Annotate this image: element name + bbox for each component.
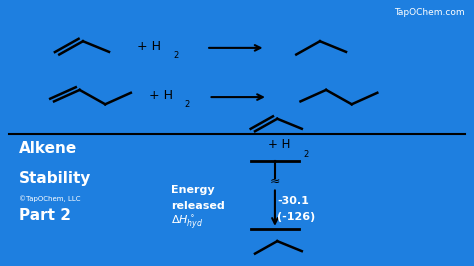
Text: + H: + H	[149, 89, 173, 102]
Text: -30.1: -30.1	[277, 196, 309, 206]
Text: Part 2: Part 2	[19, 208, 71, 223]
Text: released: released	[171, 201, 224, 211]
Text: 2: 2	[173, 51, 178, 60]
Text: $\Delta H^\circ_{hyd}$: $\Delta H^\circ_{hyd}$	[171, 213, 203, 231]
Text: ©TapOChem, LLC: ©TapOChem, LLC	[19, 195, 81, 202]
Text: 2: 2	[303, 150, 309, 159]
Text: + H: + H	[137, 40, 162, 53]
Text: (-126): (-126)	[277, 212, 316, 222]
Text: Energy: Energy	[171, 185, 214, 195]
Text: TapOChem.com: TapOChem.com	[394, 8, 465, 17]
Text: ≈: ≈	[270, 174, 280, 187]
Text: Alkene: Alkene	[19, 142, 77, 156]
Text: 2: 2	[185, 100, 190, 109]
Text: Stability: Stability	[19, 171, 91, 186]
Text: + H: + H	[268, 139, 290, 151]
